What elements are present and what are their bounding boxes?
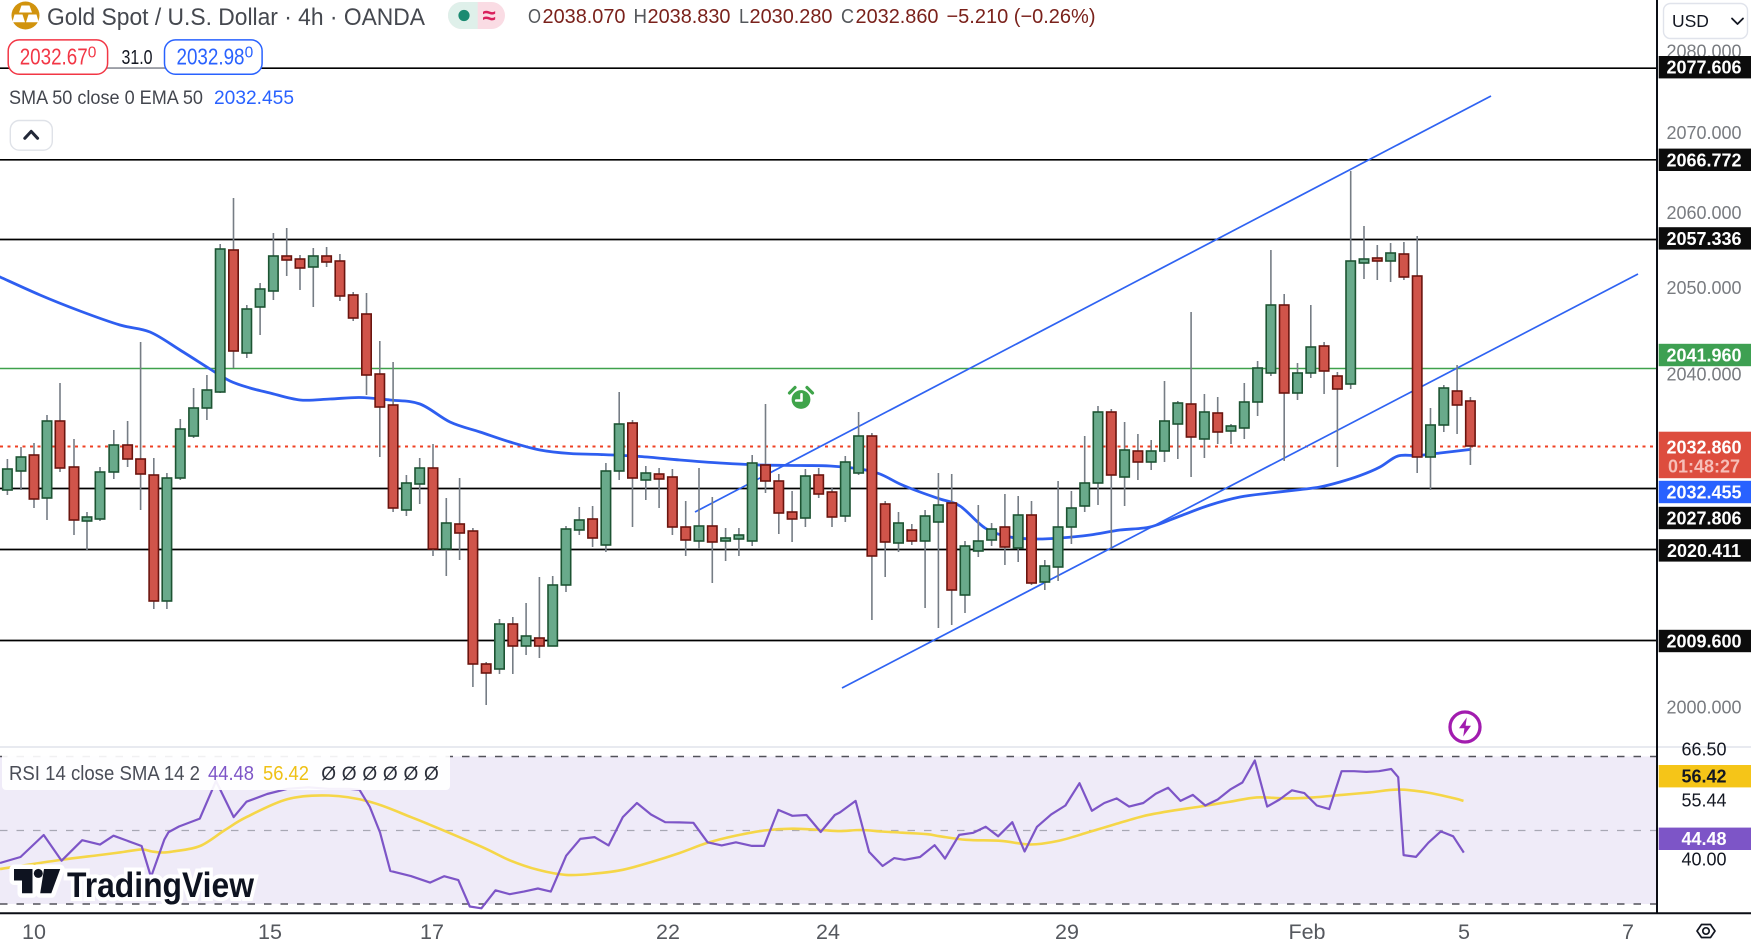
svg-text:2000.000: 2000.000 [1666, 698, 1741, 718]
svg-text:24: 24 [816, 920, 840, 944]
svg-text:7: 7 [1622, 920, 1634, 944]
svg-text:TradingView: TradingView [67, 866, 255, 905]
svg-text:2032.67: 2032.67 [20, 44, 88, 70]
svg-text:H: H [634, 5, 648, 28]
svg-text:Ø: Ø [383, 764, 398, 785]
svg-text:Ø: Ø [362, 764, 377, 785]
svg-text:C: C [841, 5, 854, 28]
svg-text:Gold Spot / U.S. Dollar · 4h ·: Gold Spot / U.S. Dollar · 4h · OANDA [47, 4, 426, 31]
svg-text:L: L [739, 5, 749, 28]
svg-text:17: 17 [420, 920, 444, 944]
svg-text:Feb: Feb [1288, 920, 1325, 944]
svg-text:66.50: 66.50 [1681, 739, 1726, 759]
svg-text:2070.000: 2070.000 [1666, 123, 1741, 143]
svg-text:5: 5 [1458, 920, 1470, 944]
svg-text:Ø: Ø [424, 764, 439, 785]
svg-text:USD: USD [1672, 11, 1709, 31]
svg-text:01:48:27: 01:48:27 [1668, 456, 1740, 476]
svg-text:2066.772: 2066.772 [1666, 150, 1741, 170]
svg-text:29: 29 [1055, 920, 1079, 944]
svg-text:2077.606: 2077.606 [1666, 58, 1741, 78]
svg-text:56.42: 56.42 [263, 763, 309, 785]
svg-text:2032.860: 2032.860 [856, 5, 939, 28]
svg-text:2038.830: 2038.830 [648, 5, 731, 28]
svg-text:Ø: Ø [342, 764, 357, 785]
svg-text:2027.806: 2027.806 [1666, 509, 1741, 529]
svg-text:15: 15 [258, 920, 282, 944]
svg-text:0: 0 [88, 45, 97, 62]
svg-text:2038.070: 2038.070 [543, 5, 626, 28]
svg-text:2032.455: 2032.455 [214, 87, 294, 109]
svg-text:2030.280: 2030.280 [750, 5, 833, 28]
svg-text:56.42: 56.42 [1681, 766, 1726, 786]
svg-text:2041.960: 2041.960 [1666, 346, 1741, 366]
svg-text:−5.210 (−0.26%): −5.210 (−0.26%) [947, 5, 1096, 28]
svg-text:44.48: 44.48 [1681, 829, 1726, 849]
svg-text:55.44: 55.44 [1681, 790, 1726, 810]
svg-text:2060.000: 2060.000 [1666, 203, 1741, 223]
svg-text:31.0: 31.0 [122, 47, 153, 69]
svg-text:2050.000: 2050.000 [1666, 278, 1741, 298]
svg-text:44.48: 44.48 [208, 763, 254, 785]
svg-text:10: 10 [22, 920, 46, 944]
svg-text:Ø: Ø [321, 764, 336, 785]
svg-text:SMA 50 close 0 EMA 50: SMA 50 close 0 EMA 50 [9, 87, 203, 109]
svg-text:Ø: Ø [404, 764, 419, 785]
svg-text:2009.600: 2009.600 [1666, 632, 1741, 652]
svg-text:0: 0 [245, 45, 254, 62]
svg-text:2057.336: 2057.336 [1666, 229, 1741, 249]
svg-text:2032.860: 2032.860 [1666, 437, 1741, 457]
svg-text:RSI 14 close SMA 14 2: RSI 14 close SMA 14 2 [9, 763, 200, 785]
svg-text:22: 22 [656, 920, 680, 944]
svg-text:≈: ≈ [483, 3, 496, 30]
svg-text:40.00: 40.00 [1681, 849, 1726, 869]
svg-text:2040.000: 2040.000 [1666, 364, 1741, 384]
svg-text:2020.411: 2020.411 [1667, 541, 1741, 561]
svg-text:2032.455: 2032.455 [1666, 483, 1741, 503]
svg-text:O: O [528, 5, 541, 28]
svg-text:2032.98: 2032.98 [177, 44, 245, 70]
